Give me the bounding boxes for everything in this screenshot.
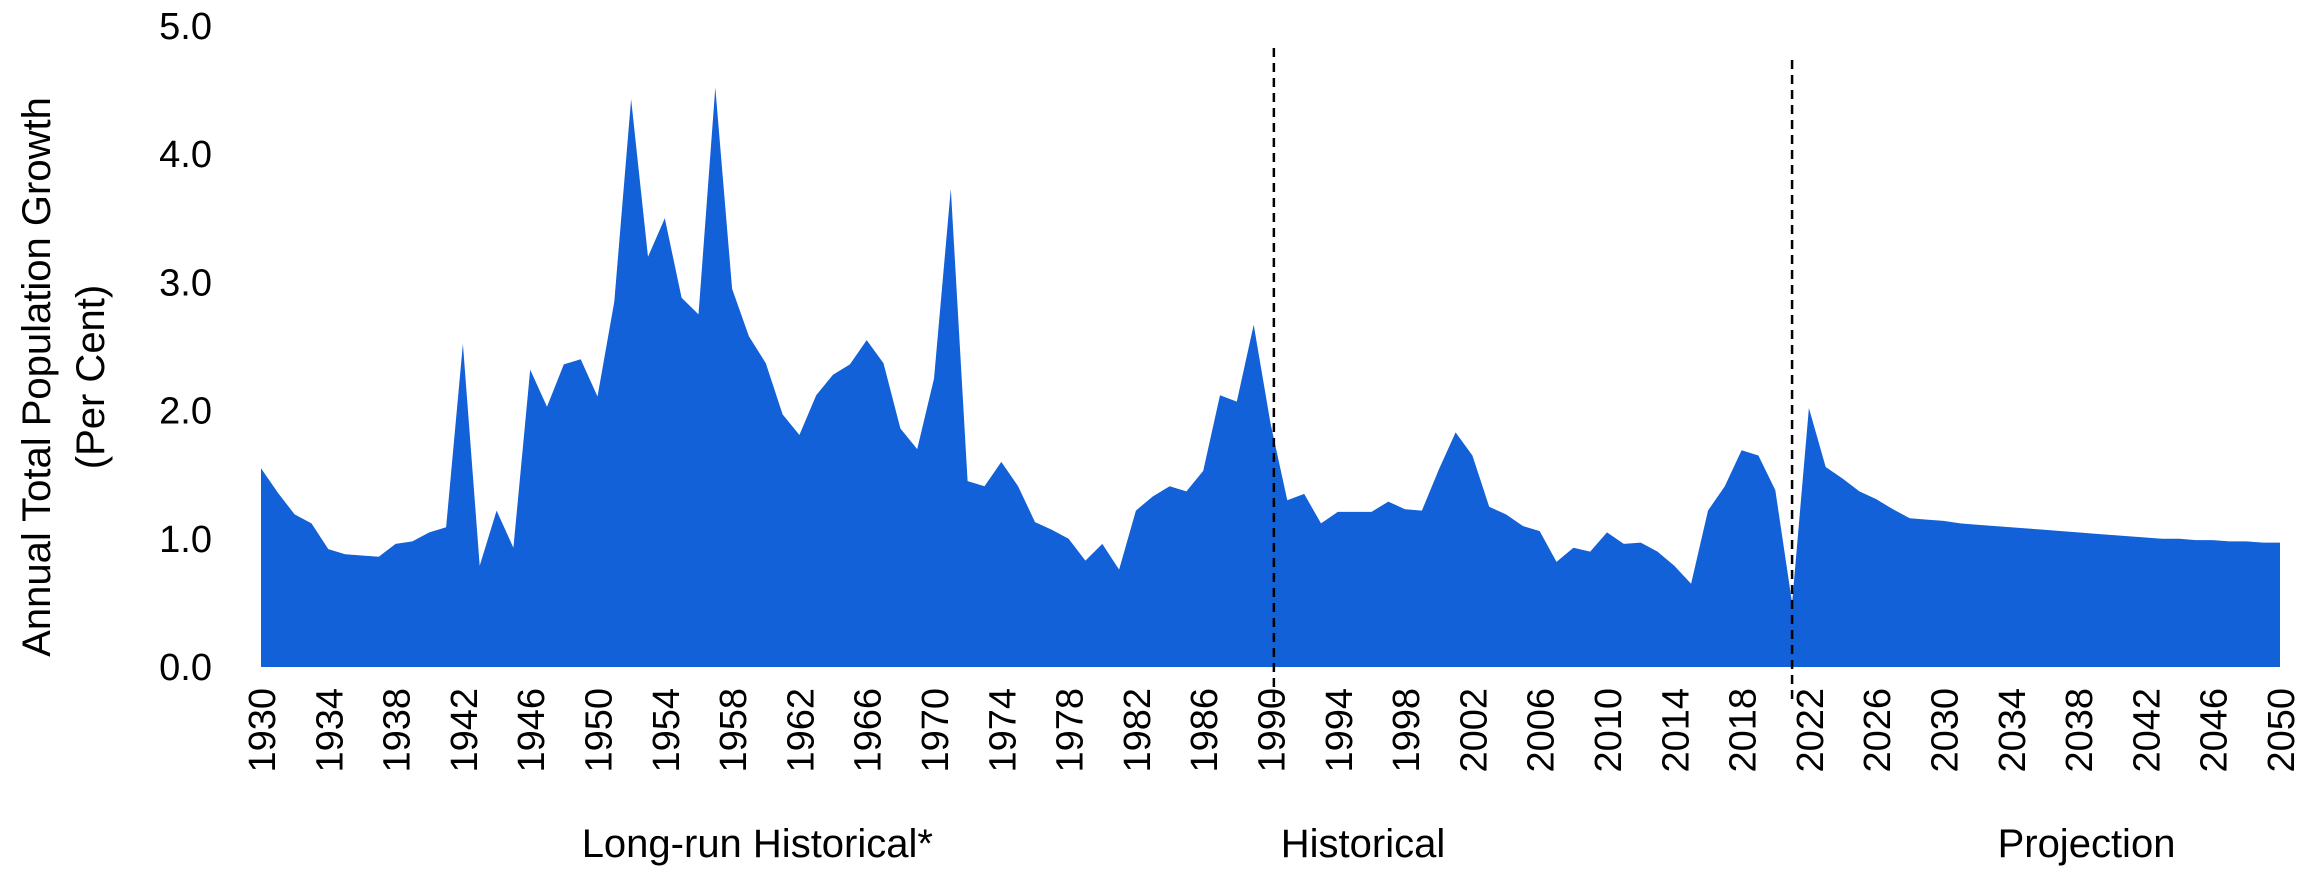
section-label: Long-run Historical* [582, 822, 933, 866]
x-tick-label: 2010 [1588, 688, 1630, 773]
x-tick-label: 2006 [1521, 688, 1563, 773]
x-tick-label: 2046 [2194, 688, 2236, 773]
y-tick-label: 4.0 [159, 134, 212, 176]
divider-layer [1272, 48, 1794, 705]
x-tick-label: 1962 [780, 688, 822, 773]
x-tick-label: 1970 [915, 688, 957, 773]
y-tick-label: 5.0 [159, 6, 212, 48]
x-tick-label: 2014 [1655, 688, 1697, 773]
x-tick-label: 2022 [1790, 688, 1832, 773]
x-tick-label: 1978 [1050, 688, 1092, 773]
x-tick-label: 1938 [377, 688, 419, 773]
x-tick-label: 2026 [1857, 688, 1899, 773]
x-tick-label: 1942 [444, 688, 486, 773]
x-tick-label: 2018 [1723, 688, 1765, 773]
x-tick-label: 2002 [1453, 688, 1495, 773]
section-label: Historical [1281, 822, 1445, 866]
y-tick-label: 0.0 [159, 647, 212, 689]
y-axis-label-line1: Annual Total Population Growth [15, 97, 59, 657]
x-tick-label: 1986 [1184, 688, 1226, 773]
x-tick-label: 2038 [2059, 688, 2101, 773]
y-tick-label: 1.0 [159, 519, 212, 561]
area-series-0 [261, 87, 2280, 667]
section-labels: Long-run Historical* Historical Projection [582, 822, 2176, 866]
section-label: Projection [1998, 822, 2176, 866]
x-tick-label: 1994 [1319, 688, 1361, 773]
x-tick-label: 1958 [713, 688, 755, 773]
x-tick-label: 2050 [2261, 688, 2303, 773]
x-tick-label: 1982 [1117, 688, 1159, 773]
x-tick-label: 1990 [1252, 688, 1294, 773]
area-layer [261, 87, 2280, 667]
x-tick-label: 1974 [982, 688, 1024, 773]
x-axis-ticks: 1930 1934 1938 1942 1946 1950 1954 1958 1962 1966… [242, 688, 2303, 773]
x-tick-label: 1966 [848, 688, 890, 773]
x-tick-label: 1934 [309, 688, 351, 773]
x-tick-label: 1930 [242, 688, 284, 773]
y-tick-label: 3.0 [159, 262, 212, 304]
x-tick-label: 1954 [646, 688, 688, 773]
x-tick-label: 2034 [1992, 688, 2034, 773]
y-axis-label-line2: (Per Cent) [69, 285, 113, 470]
x-tick-label: 1998 [1386, 688, 1428, 773]
x-tick-label: 2030 [1925, 688, 1967, 773]
x-tick-label: 1946 [511, 688, 553, 773]
y-axis-ticks: 0.0 1.0 2.0 3.0 4.0 5.0 [159, 6, 212, 689]
x-tick-label: 2042 [2126, 688, 2168, 773]
y-tick-label: 2.0 [159, 391, 212, 433]
x-tick-label: 1950 [579, 688, 621, 773]
